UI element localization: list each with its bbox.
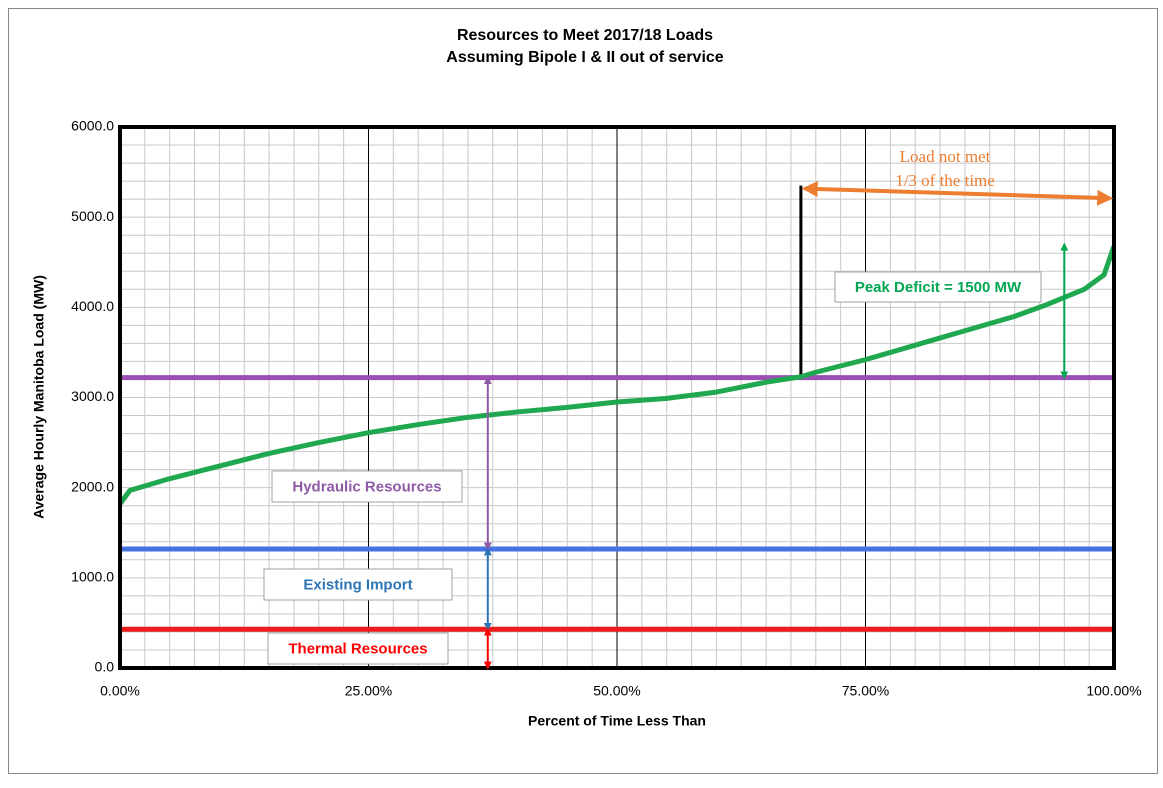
y-tick-label: 6000.0	[71, 118, 114, 134]
chart-frame	[8, 8, 1158, 774]
y-axis-title: Average Hourly Manitoba Load (MW)	[31, 275, 47, 519]
x-tick-label: 100.00%	[1086, 683, 1141, 699]
x-tick-label: 25.00%	[345, 683, 392, 699]
x-axis-title: Percent of Time Less Than	[528, 713, 706, 729]
chart-subtitle: Assuming Bipole I & II out of service	[446, 49, 723, 66]
x-tick-label: 75.00%	[842, 683, 889, 699]
y-tick-label: 1000.0	[71, 569, 114, 585]
y-tick-label: 3000.0	[71, 388, 114, 404]
span-label: 1/3 of the time	[895, 171, 995, 190]
y-tick-label: 5000.0	[71, 208, 114, 224]
annotation-label: Hydraulic Resources	[292, 478, 441, 495]
y-tick-label: 2000.0	[71, 478, 114, 494]
annotation-label: Existing Import	[303, 576, 412, 593]
annotation-label: Thermal Resources	[288, 640, 427, 657]
load-curve	[117, 245, 1117, 506]
annotation-box	[267, 632, 449, 665]
y-tick-label: 0.0	[95, 659, 115, 675]
x-tick-label: 50.00%	[593, 683, 640, 699]
span-label: Load not met	[900, 147, 991, 166]
annotation-box	[834, 271, 1042, 303]
span-arrow	[801, 181, 1114, 206]
y-tick-label: 4000.0	[71, 298, 114, 314]
chart-title: Resources to Meet 2017/18 Loads	[457, 27, 713, 44]
x-tick-label: 0.00%	[100, 683, 140, 699]
annotation-box	[271, 470, 463, 503]
annotation-label: Peak Deficit = 1500 MW	[855, 279, 1022, 296]
plot-border	[118, 125, 1116, 670]
annotation-box	[263, 568, 453, 601]
